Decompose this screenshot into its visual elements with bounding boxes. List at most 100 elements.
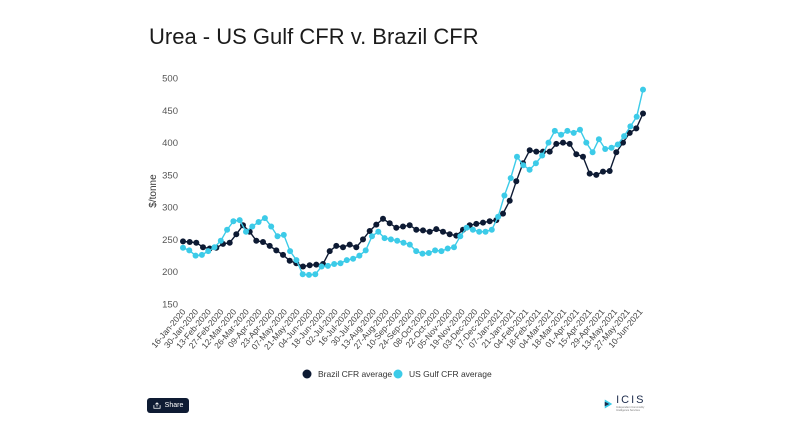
data-point	[306, 271, 312, 278]
data-point	[573, 151, 580, 158]
data-point	[514, 153, 520, 160]
data-point	[386, 220, 393, 227]
data-point	[293, 257, 300, 264]
data-point	[268, 223, 275, 230]
data-point	[300, 263, 306, 270]
data-point	[413, 248, 420, 255]
data-point	[299, 271, 306, 278]
data-point	[280, 251, 286, 258]
data-point	[406, 222, 413, 229]
data-point	[570, 129, 577, 136]
data-point	[513, 178, 520, 185]
data-point	[444, 245, 451, 252]
data-point	[600, 168, 606, 175]
y-tick-label: 400	[162, 138, 178, 149]
data-point	[640, 110, 646, 117]
data-point	[551, 127, 558, 134]
data-point	[337, 260, 344, 267]
data-point	[362, 247, 369, 254]
data-point	[312, 271, 319, 278]
data-point	[333, 242, 340, 249]
data-point	[580, 153, 586, 160]
data-point	[186, 247, 193, 254]
y-tick-label: 250	[162, 235, 178, 246]
data-point	[627, 123, 634, 130]
data-point	[369, 233, 375, 240]
legend-swatch	[393, 369, 403, 379]
data-point	[488, 226, 495, 233]
data-point	[205, 248, 212, 255]
data-point	[373, 221, 380, 228]
series-line	[182, 113, 644, 268]
y-tick-label: 350	[162, 170, 178, 181]
data-point	[426, 228, 433, 235]
data-point	[595, 136, 602, 143]
data-point	[255, 219, 262, 225]
data-point	[495, 213, 502, 220]
data-point	[211, 244, 218, 251]
legend-label[interactable]: US Gulf CFR average	[409, 369, 492, 379]
y-axis-label: $/tonne	[148, 174, 159, 208]
data-point	[400, 239, 407, 246]
data-point	[506, 197, 513, 204]
data-point	[266, 242, 273, 249]
data-point	[593, 171, 600, 178]
data-point	[583, 139, 590, 146]
data-point	[180, 244, 186, 251]
icis-logo: ICIS Independent Commodity Intelligence …	[604, 394, 656, 414]
data-point	[420, 227, 426, 234]
data-point	[463, 224, 470, 231]
data-point	[186, 239, 193, 245]
data-point	[533, 148, 540, 155]
data-point	[217, 237, 224, 244]
data-point	[438, 248, 445, 255]
series-layer	[180, 86, 646, 278]
data-point	[620, 139, 626, 146]
share-icon	[153, 402, 161, 409]
data-point	[613, 149, 620, 156]
data-point	[526, 166, 533, 173]
data-point	[381, 235, 388, 242]
x-axis: 16-Jan-202030-Jan-202013-Feb-202027-Feb-…	[149, 307, 645, 352]
data-point	[274, 233, 281, 240]
data-point	[273, 247, 280, 254]
data-point	[419, 250, 426, 257]
data-point	[564, 127, 571, 134]
data-point	[193, 239, 200, 246]
data-point	[558, 131, 565, 138]
data-point	[224, 226, 231, 233]
data-point	[539, 152, 546, 159]
data-point	[560, 139, 566, 146]
data-point	[360, 236, 366, 243]
data-point	[375, 228, 382, 235]
data-point	[546, 148, 553, 155]
data-point	[236, 217, 243, 224]
data-point	[180, 238, 186, 245]
data-point	[586, 170, 593, 177]
data-point	[198, 251, 205, 258]
share-label: Share	[164, 402, 184, 409]
data-point	[440, 228, 446, 235]
data-point	[501, 192, 508, 199]
legend-label[interactable]: Brazil CFR average	[318, 369, 392, 379]
data-point	[413, 226, 420, 233]
data-point	[553, 140, 560, 147]
data-point	[614, 141, 621, 148]
data-point	[480, 219, 486, 226]
data-point	[280, 231, 287, 238]
share-button[interactable]: Share	[147, 398, 189, 413]
data-point	[318, 263, 325, 270]
data-point	[432, 247, 439, 254]
data-point	[406, 241, 413, 248]
data-point	[621, 133, 628, 140]
data-point	[566, 140, 573, 147]
data-point	[394, 237, 401, 244]
data-point	[626, 129, 633, 136]
data-point	[243, 228, 249, 235]
logo-name: ICIS	[616, 394, 646, 407]
data-point	[400, 223, 406, 230]
data-point	[486, 218, 493, 225]
data-point	[343, 257, 350, 264]
data-point	[608, 144, 615, 151]
